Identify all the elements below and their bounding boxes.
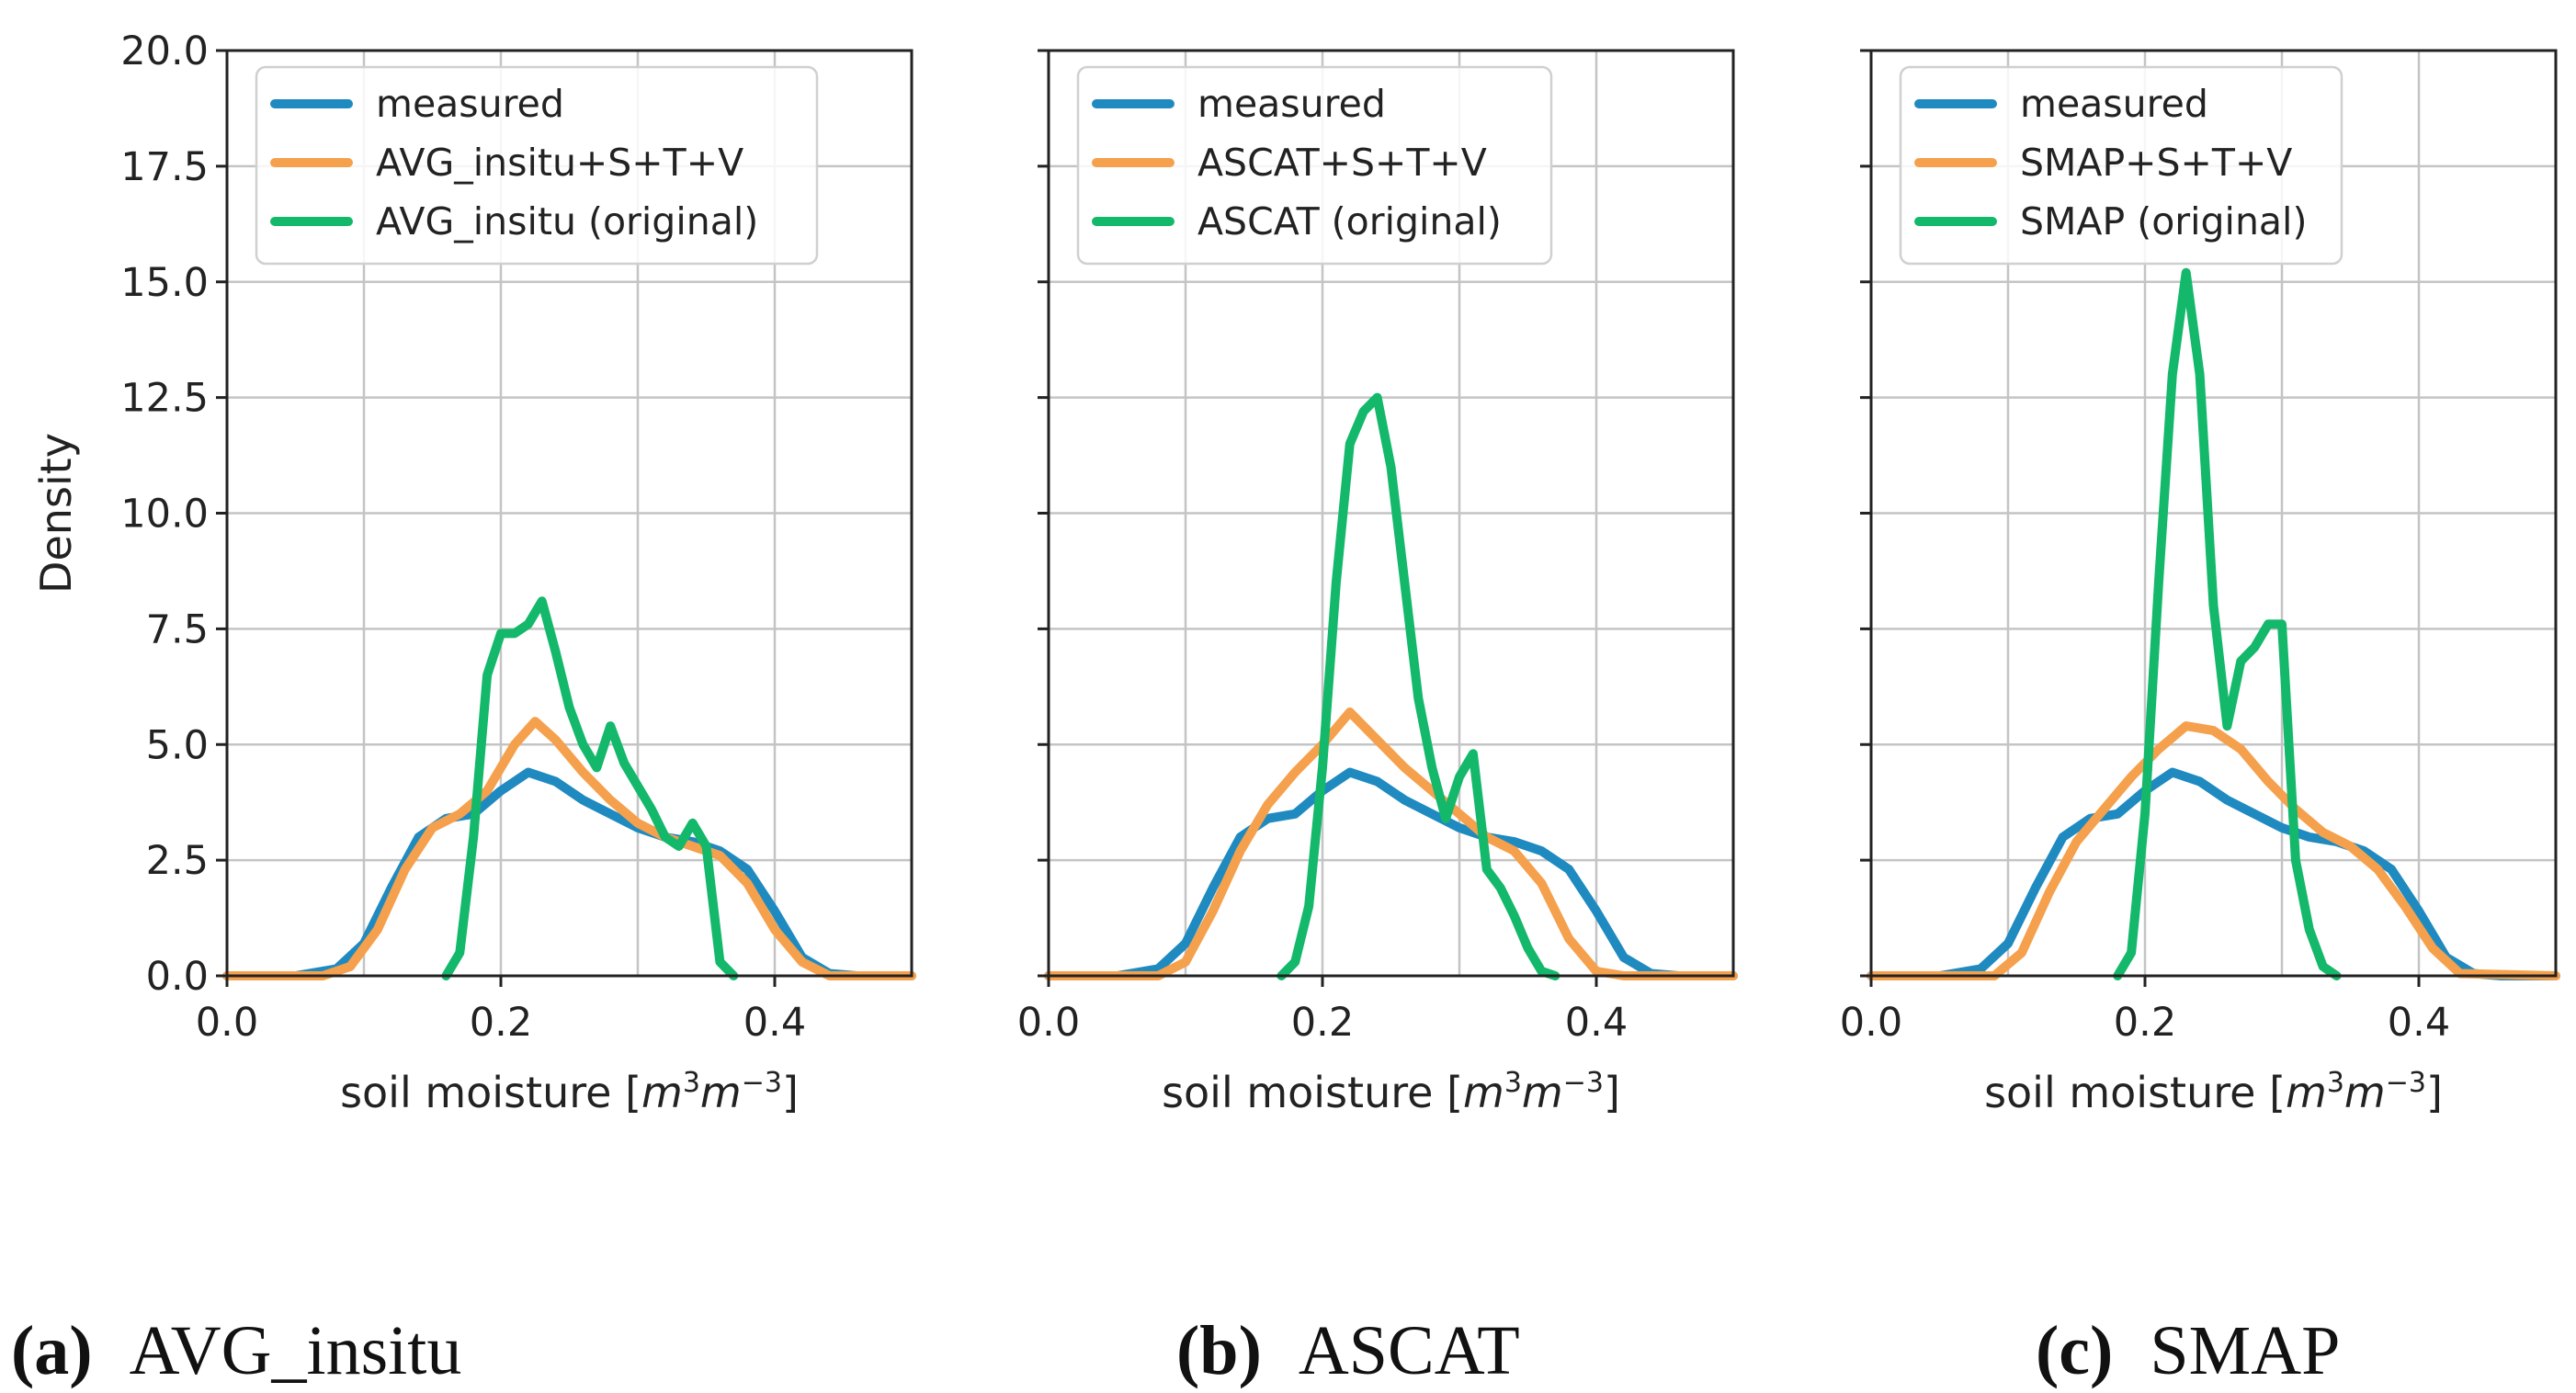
series-line-1 [1867,767,2560,980]
y-tick-label: 5.0 [146,722,209,768]
x-axis-label-part: m [641,1068,683,1117]
legend-label-1: measured [2020,82,2208,126]
series-line-2 [1867,721,2560,980]
x-axis-label: soil moisture [m3m−3] [340,1067,799,1118]
panel-caption: (b) ASCAT [1176,1312,1520,1389]
x-axis-label-part: −3 [1563,1067,1604,1099]
legend-box [255,65,819,266]
y-axis-label: Density [31,433,81,594]
x-axis-label-part: ] [782,1068,799,1117]
y-tick-label: 0.0 [146,954,209,1000]
x-axis-label-part: soil moisture [ [1984,1068,2286,1117]
legend-box [1899,65,2343,266]
x-axis-label-part: ] [1604,1068,1620,1117]
y-tick-label: 12.5 [120,376,209,422]
y-tick-label: 15.0 [120,260,209,306]
series-line-2 [1044,708,1738,980]
legend-label-1: measured [376,82,564,126]
panel-caption: (a) AVG_insitu [11,1312,461,1389]
x-axis-label: soil moisture [m3m−3] [1984,1067,2443,1118]
x-axis-label-part: m [700,1068,742,1117]
legend-label-3: SMAP (original) [2020,199,2307,243]
x-axis-label-part: soil moisture [ [1162,1068,1463,1117]
x-axis-label-part: ] [2426,1068,2443,1117]
x-axis-label-part: 3 [2327,1067,2344,1099]
series-line-3 [2113,267,2342,980]
x-axis-label-part: m [1522,1068,1563,1117]
x-axis-label-part: m [2344,1068,2386,1117]
x-axis-label: soil moisture [m3m−3] [1162,1067,1620,1118]
caption-text: SMAP [2150,1312,2340,1389]
x-tick-label: 0.0 [196,1000,258,1046]
y-tick-label: 20.0 [120,28,209,74]
caption-text: ASCAT [1299,1312,1520,1389]
y-tick-label: 10.0 [120,492,209,538]
caption-letter: (b) [1176,1312,1262,1389]
caption-text: AVG_insitu [130,1312,462,1389]
x-tick-label: 0.4 [2388,1000,2450,1046]
x-axis-label-part: 3 [683,1067,700,1099]
x-tick-label: 0.2 [470,1000,532,1046]
caption-letter: (c) [2036,1312,2113,1389]
y-tick-label: 17.5 [120,144,209,190]
x-axis-label-part: 3 [1504,1067,1522,1099]
legend-label-3: ASCAT (original) [1197,199,1502,243]
x-axis-label-part: m [1463,1068,1504,1117]
x-axis-label-part: −3 [742,1067,782,1099]
x-tick-label: 0.2 [2114,1000,2176,1046]
x-tick-label: 0.0 [1017,1000,1080,1046]
y-tick-label: 2.5 [146,838,209,884]
x-axis-label-part: m [2286,1068,2327,1117]
x-axis-label-part: −3 [2386,1067,2426,1099]
x-tick-label: 0.2 [1291,1000,1354,1046]
caption-letter: (a) [11,1312,93,1389]
series-line-2 [222,717,916,980]
legend-box [1076,65,1553,266]
legend-label-1: measured [1197,82,1386,126]
series-line-3 [1277,392,1560,980]
series-line-1 [1044,767,1738,980]
panel-caption: (c) SMAP [2036,1312,2340,1389]
series-line-3 [441,596,739,980]
y-tick-label: 7.5 [146,606,209,652]
legend-label-2: SMAP+S+T+V [2020,141,2292,185]
panel-a: 0.0 2.5 5.0 7.5 10.0 12.5 15.0 17.5 20.0 0.0 0.2 0.… [11,28,916,1389]
x-tick-label: 0.4 [743,1000,806,1046]
series-line-1 [222,767,916,980]
x-axis-label-part: soil moisture [ [340,1068,641,1117]
x-tick-label: 0.0 [1840,1000,1902,1046]
legend-label-3: AVG_insitu (original) [376,199,758,243]
x-tick-label: 0.4 [1565,1000,1628,1046]
legend-label-2: ASCAT+S+T+V [1197,141,1487,185]
legend-label-2: AVG_insitu+S+T+V [376,141,743,185]
